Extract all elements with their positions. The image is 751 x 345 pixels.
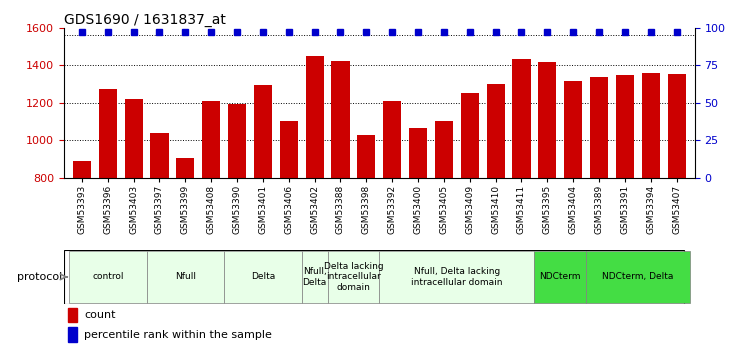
Bar xyxy=(564,81,582,178)
Bar xyxy=(150,132,168,178)
Bar xyxy=(460,93,479,178)
Bar xyxy=(538,62,556,178)
Bar xyxy=(590,77,608,178)
Bar xyxy=(69,251,146,303)
Bar xyxy=(279,121,298,178)
Bar xyxy=(254,85,272,178)
Bar xyxy=(125,99,143,178)
Bar xyxy=(435,121,453,178)
Bar xyxy=(68,327,77,342)
Text: NDCterm, Delta: NDCterm, Delta xyxy=(602,272,674,282)
Bar xyxy=(224,251,302,303)
Bar xyxy=(331,61,349,178)
Text: Nfull,
Delta: Nfull, Delta xyxy=(303,267,327,287)
Bar xyxy=(512,59,530,178)
Bar xyxy=(383,101,401,178)
Text: percentile rank within the sample: percentile rank within the sample xyxy=(84,330,272,339)
Bar xyxy=(327,251,379,303)
Bar xyxy=(409,128,427,178)
Text: protocol: protocol xyxy=(17,272,62,282)
Bar xyxy=(202,101,220,178)
Text: Nfull: Nfull xyxy=(175,272,196,282)
Text: Nfull, Delta lacking
intracellular domain: Nfull, Delta lacking intracellular domai… xyxy=(411,267,502,287)
Bar xyxy=(146,251,224,303)
Bar xyxy=(306,56,324,178)
Text: Delta: Delta xyxy=(251,272,275,282)
Text: count: count xyxy=(84,310,116,320)
Text: control: control xyxy=(92,272,123,282)
Text: Delta lacking
intracellular
domain: Delta lacking intracellular domain xyxy=(324,262,383,292)
Bar xyxy=(302,251,327,303)
Text: GDS1690 / 1631837_at: GDS1690 / 1631837_at xyxy=(64,12,226,27)
Bar xyxy=(487,84,505,178)
Bar xyxy=(176,158,195,178)
Text: NDCterm: NDCterm xyxy=(539,272,581,282)
Bar xyxy=(379,251,535,303)
Bar xyxy=(68,308,77,322)
Bar xyxy=(73,161,91,178)
Bar xyxy=(228,104,246,178)
Bar xyxy=(616,76,634,178)
Bar xyxy=(98,89,117,178)
Bar xyxy=(535,251,586,303)
Bar xyxy=(641,73,660,178)
Bar xyxy=(357,135,376,178)
Bar xyxy=(668,73,686,178)
Bar xyxy=(586,251,689,303)
